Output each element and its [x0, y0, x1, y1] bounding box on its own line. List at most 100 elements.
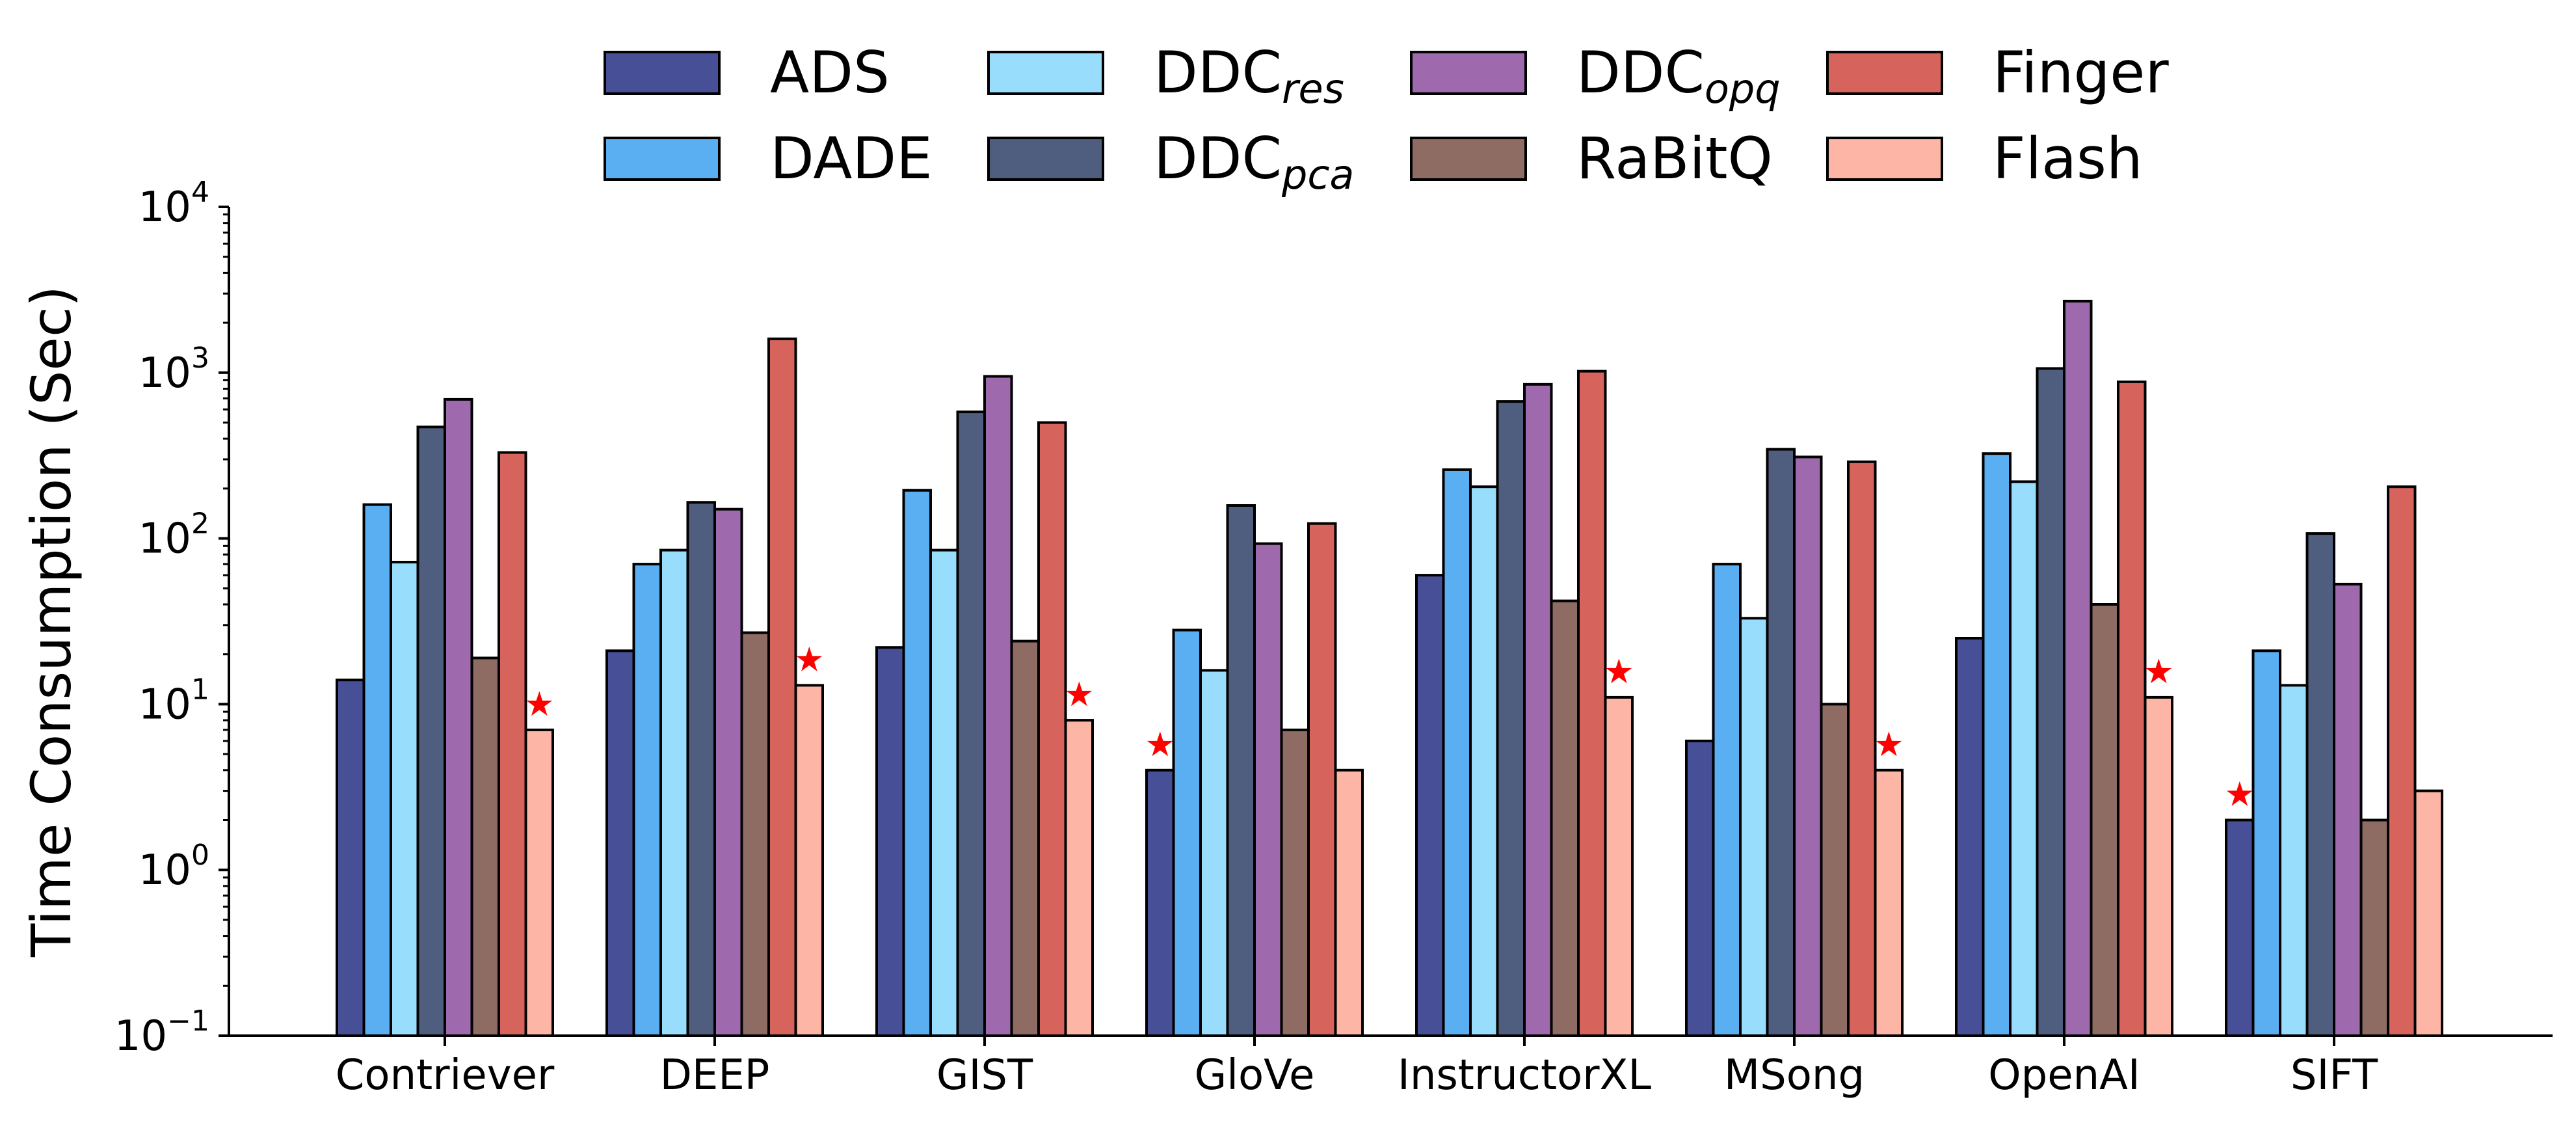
legend-label: RaBitQ [1576, 125, 1773, 192]
legend-label: ADS [770, 39, 890, 106]
bar-deep-flash [794, 684, 824, 1037]
legend-swatch [1826, 51, 1943, 95]
legend-swatch [1410, 137, 1527, 181]
bar-msong-ddc-opq [1793, 455, 1823, 1037]
y-tick-label: 101 [139, 673, 209, 729]
y-tick-label: 102 [139, 507, 209, 563]
bar-deep-ddc-opq [713, 507, 743, 1037]
bar-msong-dade [1712, 563, 1742, 1037]
bar-openai-rabitq [2090, 603, 2119, 1037]
bar-contriever-ads [336, 679, 365, 1037]
best-marker-gist: ★ [1064, 675, 1095, 714]
bar-sift-ddc-pca [2305, 532, 2335, 1037]
best-marker-contriever: ★ [524, 685, 555, 724]
legend-item-flash: Flash [1826, 125, 2143, 192]
bar-deep-rabitq [740, 631, 770, 1037]
best-marker-instructorxl: ★ [1604, 653, 1634, 692]
legend: ADS DADE DDCres DDCpca DDCopq RaBitQ Finger Fla… [604, 39, 2169, 198]
bar-sift-ddc-res [2279, 684, 2309, 1037]
bar-contriever-finger [498, 451, 527, 1037]
bar-instructorxl-ads [1415, 574, 1445, 1037]
bar-glove-flash [1334, 768, 1364, 1038]
x-tick-label-sift: SIFT [2291, 1051, 2378, 1099]
bar-msong-ads [1685, 739, 1715, 1038]
legend-item-ddc-res: DDCres [987, 39, 1344, 113]
x-tick-label-instructorxl: InstructorXL [1398, 1051, 1651, 1099]
y-tick-label: 104 [139, 176, 209, 232]
bar-msong-ddc-pca [1766, 448, 1796, 1037]
legend-label: Flash [1993, 125, 2143, 192]
legend-item-ddc-pca: DDCpca [987, 125, 1354, 198]
legend-swatch [1410, 51, 1527, 95]
bar-openai-ddc-opq [2063, 299, 2093, 1037]
bar-glove-ddc-opq [1253, 542, 1283, 1037]
bar-msong-rabitq [1820, 703, 1850, 1038]
bar-glove-dade [1172, 628, 1202, 1037]
bar-glove-rabitq [1280, 728, 1310, 1038]
bar-instructorxl-flash [1604, 695, 1634, 1037]
legend-swatch [987, 51, 1104, 95]
bar-msong-finger [1847, 460, 1877, 1037]
bar-msong-ddc-res [1739, 617, 1769, 1037]
bar-glove-finger [1307, 522, 1337, 1037]
bar-sift-rabitq [2359, 818, 2389, 1037]
bar-deep-dade [632, 563, 662, 1037]
bar-openai-flash [2144, 695, 2173, 1037]
bar-instructorxl-dade [1442, 468, 1472, 1037]
bar-openai-ddc-pca [2036, 367, 2065, 1037]
legend-item-dade: DADE [604, 125, 933, 192]
legend-item-finger: Finger [1826, 39, 2169, 106]
bar-instructorxl-ddc-opq [1523, 383, 1553, 1037]
y-axis-label: Time Consumption (Sec) [20, 286, 83, 958]
bar-instructorxl-ddc-pca [1496, 400, 1526, 1037]
bar-openai-finger [2117, 380, 2147, 1037]
bar-gist-flash [1064, 719, 1094, 1037]
bar-sift-dade [2251, 649, 2281, 1037]
bar-sift-flash [2413, 789, 2443, 1037]
y-tick-label: 10−1 [114, 1004, 209, 1060]
bar-msong-flash [1874, 768, 1904, 1038]
bar-openai-dade [1982, 452, 2012, 1037]
bar-deep-ddc-res [659, 548, 689, 1037]
legend-label: DDCpca [1154, 125, 1354, 198]
bar-contriever-ddc-res [390, 561, 419, 1037]
bar-sift-ddc-opq [2333, 582, 2363, 1037]
bar-openai-ddc-res [2009, 480, 2039, 1037]
legend-swatch [987, 137, 1104, 181]
bar-gist-ddc-pca [956, 411, 986, 1037]
bar-deep-ads [605, 649, 635, 1037]
bar-contriever-dade [362, 503, 392, 1037]
legend-label: DADE [770, 125, 933, 192]
best-marker-msong: ★ [1874, 725, 1904, 764]
x-tick-label-contriever: Contriever [336, 1051, 555, 1099]
best-marker-deep: ★ [794, 640, 825, 679]
x-tick-label-glove: GloVe [1195, 1051, 1315, 1099]
bar-glove-ddc-res [1199, 669, 1229, 1037]
legend-item-ads: ADS [604, 39, 890, 106]
legend-swatch [604, 51, 721, 95]
legend-item-ddc-opq: DDCopq [1410, 39, 1781, 113]
bar-sift-finger [2387, 485, 2417, 1037]
bar-gist-ddc-opq [983, 375, 1013, 1037]
legend-label: Finger [1993, 39, 2169, 106]
bar-gist-finger [1037, 421, 1067, 1037]
bar-contriever-rabitq [470, 656, 500, 1037]
bar-gist-dade [902, 489, 932, 1037]
x-tick-label-deep: DEEP [660, 1051, 770, 1099]
bar-openai-ads [1955, 637, 1985, 1037]
bar-contriever-ddc-opq [444, 398, 473, 1037]
bar-deep-ddc-pca [686, 501, 716, 1037]
best-marker-openai: ★ [2144, 653, 2174, 692]
legend-swatch [604, 137, 721, 181]
bar-glove-ddc-pca [1226, 504, 1256, 1037]
x-tick-label-gist: GIST [936, 1051, 1033, 1099]
best-marker-glove: ★ [1145, 725, 1175, 764]
bar-gist-ddc-res [929, 548, 959, 1037]
legend-label: DDCres [1154, 39, 1344, 113]
bar-instructorxl-ddc-res [1469, 485, 1499, 1037]
bar-instructorxl-finger [1577, 370, 1607, 1037]
axes: 10−1 100 101 102 103 104 Contriever DEEP GIST Glo… [114, 176, 2553, 1099]
bar-contriever-ddc-pca [416, 425, 446, 1037]
legend-swatch [1826, 137, 1943, 181]
